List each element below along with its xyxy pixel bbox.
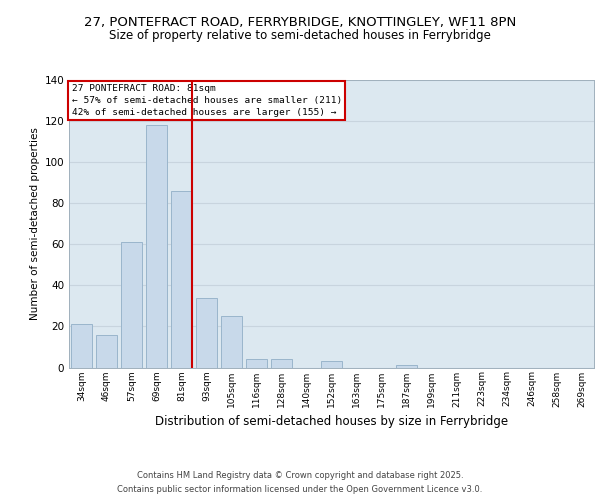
Bar — [71, 324, 92, 368]
Bar — [196, 298, 217, 368]
Text: Contains HM Land Registry data © Crown copyright and database right 2025.: Contains HM Land Registry data © Crown c… — [137, 472, 463, 480]
Text: 27 PONTEFRACT ROAD: 81sqm
← 57% of semi-detached houses are smaller (211)
42% of: 27 PONTEFRACT ROAD: 81sqm ← 57% of semi-… — [71, 84, 342, 117]
Y-axis label: Number of semi-detached properties: Number of semi-detached properties — [30, 128, 40, 320]
Bar — [396, 366, 417, 368]
Bar — [146, 125, 167, 368]
Bar — [96, 334, 117, 368]
Bar — [171, 191, 192, 368]
Bar — [121, 242, 142, 368]
Text: 27, PONTEFRACT ROAD, FERRYBRIDGE, KNOTTINGLEY, WF11 8PN: 27, PONTEFRACT ROAD, FERRYBRIDGE, KNOTTI… — [84, 16, 516, 29]
Bar — [271, 360, 292, 368]
Bar — [321, 362, 342, 368]
X-axis label: Distribution of semi-detached houses by size in Ferrybridge: Distribution of semi-detached houses by … — [155, 415, 508, 428]
Text: Size of property relative to semi-detached houses in Ferrybridge: Size of property relative to semi-detach… — [109, 30, 491, 43]
Bar — [246, 360, 267, 368]
Text: Contains public sector information licensed under the Open Government Licence v3: Contains public sector information licen… — [118, 484, 482, 494]
Bar — [221, 316, 242, 368]
